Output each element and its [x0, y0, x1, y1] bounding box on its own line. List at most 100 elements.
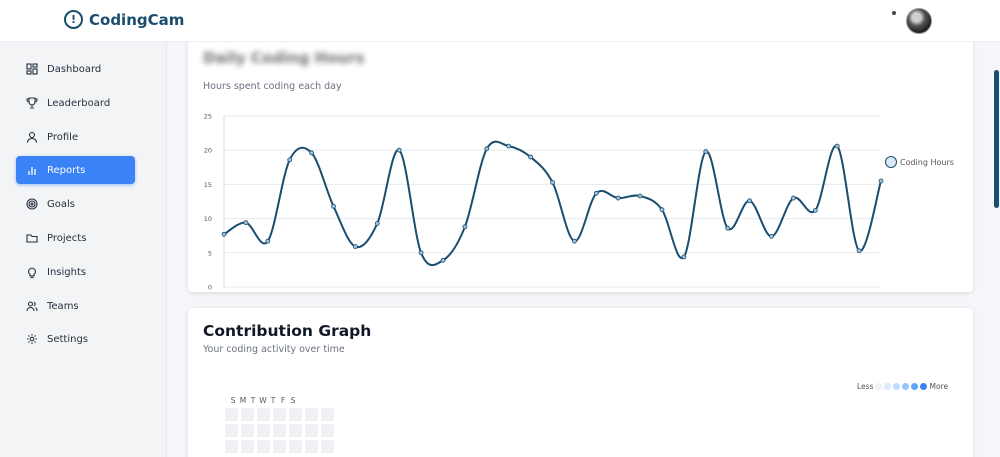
data-point[interactable] — [506, 143, 512, 149]
heatmap-cell[interactable] — [289, 424, 302, 437]
heatmap-cell[interactable] — [289, 440, 302, 453]
sidebar-item-settings[interactable]: Settings — [16, 325, 135, 353]
data-point[interactable] — [769, 233, 774, 239]
sidebar-item-label: Dashboard — [47, 63, 102, 75]
heatmap-cell[interactable] — [305, 424, 318, 437]
line-chart: 0510152025Feb 23Feb 24Feb 25Feb 26Feb 27… — [204, 113, 884, 292]
sidebar-item-goals[interactable]: Goals — [16, 190, 135, 218]
y-tick-label: 25 — [204, 113, 212, 121]
data-point[interactable] — [681, 254, 687, 260]
target-icon — [26, 198, 38, 210]
sidebar-item-dashboard[interactable]: Dashboard — [16, 55, 135, 83]
legend-level-1 — [884, 383, 892, 390]
heatmap-cell[interactable] — [225, 424, 238, 437]
trophy-icon — [26, 97, 38, 109]
contribution-title: Contribution Graph — [203, 322, 372, 340]
heatmap-cell[interactable] — [273, 440, 286, 453]
sidebar-item-label: Reports — [47, 164, 86, 176]
data-point[interactable] — [725, 225, 731, 231]
daily-coding-card: Daily Coding Hours Hours spent coding ea… — [188, 32, 973, 292]
series-line — [223, 140, 882, 267]
data-point[interactable] — [462, 224, 468, 230]
heatmap-cell[interactable] — [305, 440, 318, 453]
heatmap-cell[interactable] — [305, 408, 318, 421]
heatmap-cell[interactable] — [241, 424, 254, 437]
data-point[interactable] — [571, 238, 577, 244]
data-point[interactable] — [374, 220, 380, 226]
heatmap-cell[interactable] — [241, 440, 254, 453]
heatmap-cell[interactable] — [225, 408, 238, 421]
data-point[interactable] — [484, 146, 490, 152]
legend-swatch — [885, 156, 897, 168]
weekday-label: M — [239, 396, 247, 405]
gear-icon — [27, 334, 37, 344]
bar-chart-icon — [28, 167, 36, 175]
chart-legend[interactable]: Coding Hours — [885, 156, 954, 168]
heatmap-cell[interactable] — [273, 424, 286, 437]
data-point[interactable] — [834, 143, 840, 149]
sidebar-item-projects[interactable]: Projects — [16, 224, 135, 252]
weekday-label: S — [230, 396, 236, 405]
data-point[interactable] — [418, 250, 424, 256]
y-tick-label: 10 — [204, 215, 212, 223]
data-point[interactable] — [265, 238, 271, 244]
heatmap-cell[interactable] — [321, 440, 334, 453]
sidebar-item-label: Settings — [47, 333, 89, 345]
notification-dot[interactable] — [892, 11, 896, 15]
legend-more: More — [929, 382, 949, 391]
data-point[interactable] — [243, 220, 249, 226]
sidebar-item-label: Teams — [47, 300, 79, 312]
heatmap-grid — [225, 408, 334, 453]
heatmap-cell[interactable] — [273, 408, 286, 421]
data-point[interactable] — [703, 149, 709, 154]
data-point[interactable] — [440, 257, 446, 263]
avatar[interactable] — [906, 8, 932, 34]
data-point[interactable] — [550, 179, 555, 185]
heatmap-cell[interactable] — [225, 440, 238, 453]
sidebar-item-profile[interactable]: Profile — [16, 123, 135, 151]
chart-title: Daily Coding Hours — [203, 49, 365, 67]
legend-level-4 — [911, 383, 919, 390]
contribution-subtitle: Your coding activity over time — [203, 344, 345, 355]
sidebar-item-reports[interactable]: Reports — [16, 156, 135, 184]
y-tick-label: 0 — [208, 284, 212, 292]
data-point[interactable] — [593, 190, 599, 196]
data-point[interactable] — [528, 154, 534, 160]
heatmap-cell[interactable] — [257, 408, 270, 421]
data-point[interactable] — [331, 203, 336, 209]
data-point[interactable] — [747, 198, 752, 204]
heatmap-cell[interactable] — [289, 408, 302, 421]
sidebar-item-insights[interactable]: Insights — [16, 258, 135, 286]
weekday-label: F — [280, 396, 286, 405]
data-point[interactable] — [396, 147, 402, 153]
heatmap-cell[interactable] — [321, 408, 334, 421]
weekday-label: T — [270, 396, 276, 405]
data-point[interactable] — [878, 178, 884, 184]
sidebar-item-leaderboard[interactable]: Leaderboard — [16, 89, 135, 117]
y-tick-label: 5 — [208, 249, 212, 257]
heatmap-cell[interactable] — [257, 424, 270, 437]
y-tick-label: 20 — [204, 147, 212, 155]
heatmap-cell[interactable] — [257, 440, 270, 453]
data-point[interactable] — [812, 207, 818, 213]
sidebar-item-teams[interactable]: Teams — [16, 292, 135, 320]
data-point[interactable] — [221, 231, 227, 237]
legend-level-3 — [902, 383, 910, 390]
app-logo[interactable]: ! CodingCam — [64, 10, 184, 29]
data-point[interactable] — [352, 244, 358, 250]
legend-label: Coding Hours — [900, 157, 954, 167]
page-scrollbar[interactable] — [994, 70, 999, 208]
heatmap-cell[interactable] — [321, 424, 334, 437]
data-point[interactable] — [637, 193, 643, 199]
sidebar-item-label: Leaderboard — [47, 97, 111, 109]
data-point[interactable] — [309, 150, 314, 156]
data-point[interactable] — [659, 207, 665, 213]
heatmap-cell[interactable] — [241, 408, 254, 421]
data-point[interactable] — [615, 195, 621, 201]
contribution-card: Contribution Graph Your coding activity … — [188, 308, 973, 457]
data-point[interactable] — [791, 195, 796, 201]
sidebar-item-label: Insights — [47, 266, 87, 278]
data-point[interactable] — [287, 157, 293, 163]
folder-icon — [26, 234, 38, 243]
data-point[interactable] — [856, 248, 862, 254]
